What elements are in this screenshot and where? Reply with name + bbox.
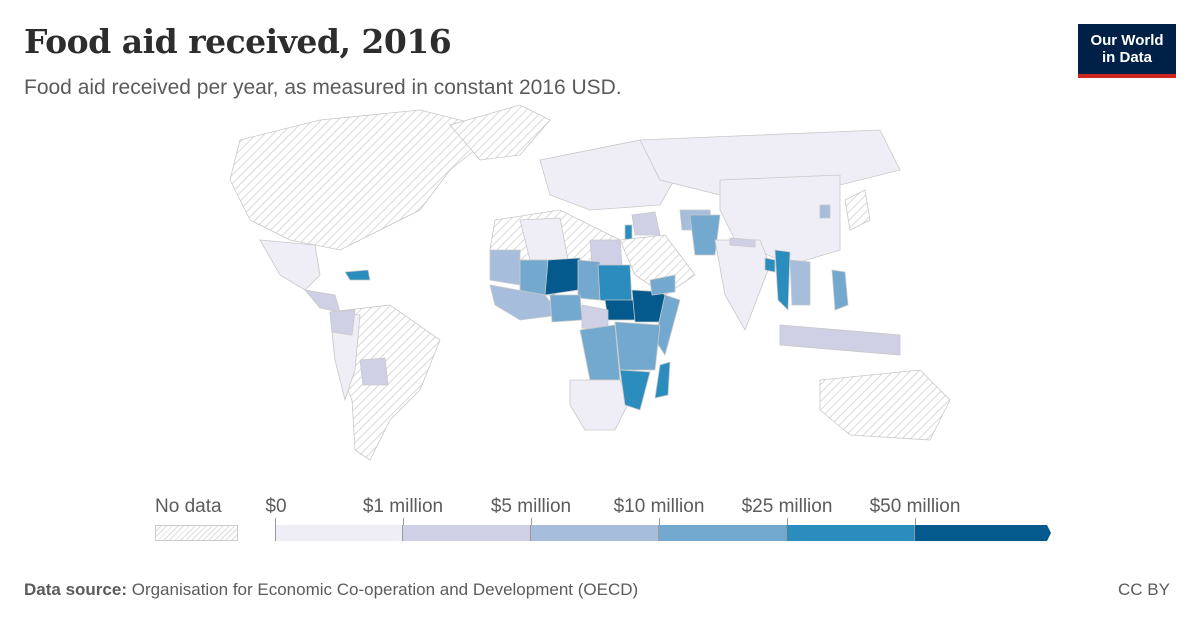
region-mozambique [619,369,651,411]
region-north-korea [819,204,831,219]
legend-bin-5 [915,525,1043,541]
region-jordan [624,224,633,241]
owid-logo[interactable]: Our World in Data [1078,24,1176,78]
region-mexico [259,239,321,291]
legend-bin-3 [659,525,787,541]
region-north-america [229,109,501,251]
region-drc [579,324,621,381]
legend-tick-label-3: $10 million [613,496,705,517]
legend-bin-4 [787,525,915,541]
data-source: Data source: Organisation for Economic C… [24,580,638,600]
region-pakistan [689,214,721,256]
region-myanmar [774,249,791,311]
data-source-text: Organisation for Economic Co-operation a… [131,580,639,599]
legend-no-data-swatch [155,525,238,541]
legend-tick-4 [787,518,788,525]
region-mauritania [489,249,521,286]
legend-bin-2 [531,525,659,541]
logo-line-1: Our World [1090,32,1164,49]
region-nepal [729,237,756,248]
region-west-africa [489,284,561,321]
legend-bin-0 [275,525,403,541]
region-chad [577,259,601,301]
legend-tick-3 [659,518,660,525]
region-australia [819,369,951,441]
region-caribbean-haiti [344,269,371,281]
region-southern-africa [569,379,631,431]
legend-tick-1 [403,518,404,525]
region-south-sudan [604,299,636,321]
legend-tick-5 [915,518,916,525]
region-indonesia [779,324,901,356]
data-source-label: Data source: [24,580,127,599]
region-madagascar [654,361,671,399]
legend-tick-label-5: $50 million [869,496,961,517]
region-niger [544,257,581,296]
region-central-america [304,289,341,313]
region-indochina [789,259,811,306]
chart-subtitle: Food aid received per year, as measured … [24,76,622,99]
legend-tick-label-2: $5 million [490,496,572,517]
legend-no-data-label: No data [155,496,222,517]
legend-tick-2 [531,518,532,525]
legend-tick-label-4: $25 million [741,496,833,517]
region-sudan [597,264,633,306]
logo-line-2: in Data [1101,49,1152,66]
region-bolivia [359,357,389,386]
region-greenland [449,104,551,161]
region-yemen [649,274,676,296]
region-philippines [831,269,849,311]
region-bangladesh [764,257,776,273]
legend-arrow-icon [1043,525,1051,541]
legend-tick-label-0: $0 [265,496,287,517]
region-arabia [619,234,696,296]
legend-bin-1 [403,525,531,541]
legend-tick-label-1: $1 million [362,496,444,517]
color-legend: No data $0 $1 million $5 million $10 mil… [150,494,1070,554]
legend-tick-0 [275,518,276,525]
region-east-africa [614,321,661,371]
license-link[interactable]: CC BY [1118,580,1170,599]
region-colombia [329,309,356,336]
region-iraq [631,211,661,236]
chart-title: Food aid received, 2016 [24,22,452,61]
world-map[interactable] [120,100,1080,490]
region-nigeria [549,294,583,323]
region-japan [844,189,871,231]
region-india [714,239,771,331]
